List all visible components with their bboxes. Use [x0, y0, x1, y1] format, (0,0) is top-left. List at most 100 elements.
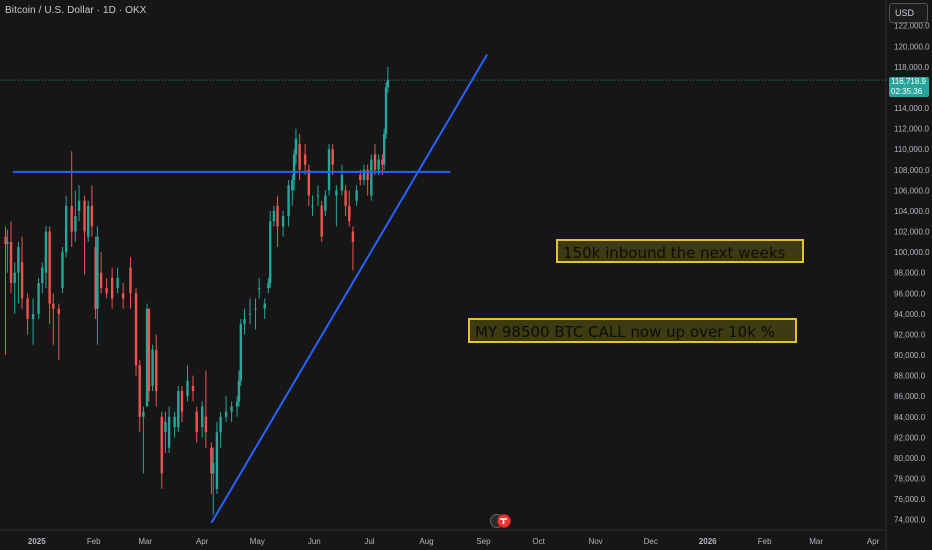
y-tick-label: 100,000.0 [894, 248, 930, 257]
x-tick-label: Oct [532, 537, 545, 546]
x-tick-label: 2026 [699, 537, 717, 546]
candle-body [129, 267, 132, 294]
candle-body [9, 241, 13, 284]
candle-body [287, 185, 290, 217]
candle-body [57, 308, 61, 314]
candle-body [99, 272, 103, 289]
x-tick-label: Apr [196, 537, 209, 546]
y-tick-label: 102,000.0 [894, 228, 930, 237]
x-tick-label: Mar [809, 537, 823, 546]
candle-body [331, 149, 334, 165]
symbol-title: Bitcoin / U.S. Dollar · 1D · OKX [5, 5, 147, 16]
candle-body [212, 463, 215, 474]
candle-body [151, 349, 154, 386]
tradingview-logo-icon[interactable] [489, 513, 513, 529]
candle-body [37, 283, 40, 314]
y-tick-label: 108,000.0 [894, 166, 930, 175]
y-tick-label: 122,000.0 [894, 22, 930, 31]
candle-body [366, 169, 369, 181]
candle-body [359, 174, 362, 181]
x-tick-label: 2025 [28, 537, 46, 546]
candle-body [64, 205, 68, 253]
y-tick-label: 82,000.0 [894, 433, 926, 442]
candle-body [204, 416, 208, 433]
candle-body [235, 401, 239, 407]
candle-body [134, 293, 138, 366]
candle-body [160, 416, 163, 474]
candle-body [147, 308, 151, 392]
candle-body [116, 277, 119, 289]
candle-body [351, 231, 355, 242]
candle-body [195, 411, 198, 433]
candle-body [219, 416, 222, 433]
candle-body [177, 391, 180, 428]
candle-body [370, 159, 373, 196]
candle-body [224, 411, 228, 417]
candle-body [138, 365, 141, 417]
candle-body [90, 205, 94, 227]
x-tick-label: Aug [419, 537, 433, 546]
y-tick-label: 88,000.0 [894, 372, 926, 381]
y-tick-label: 76,000.0 [894, 495, 926, 504]
candle-body [294, 138, 298, 155]
candle-body [121, 293, 125, 299]
candle-body [239, 324, 243, 381]
candle-body [17, 246, 20, 273]
candle-body [243, 319, 246, 325]
candle-body [105, 288, 108, 294]
x-tick-label: Mar [138, 537, 152, 546]
candle-body [373, 154, 377, 170]
currency-button[interactable]: USD [889, 3, 928, 23]
candle-body [20, 262, 24, 299]
candle-body [344, 190, 347, 206]
y-tick-label: 106,000.0 [894, 186, 930, 195]
candle-body [52, 303, 55, 309]
annotation-note-call[interactable]: MY 98500 BTC CALL now up over 10k % [468, 318, 797, 343]
candle-body [230, 406, 233, 412]
x-tick-label: Nov [588, 537, 602, 546]
y-tick-label: 104,000.0 [894, 207, 930, 216]
candle-body [83, 200, 86, 232]
x-tick-label: Feb [758, 537, 772, 546]
candle-body [248, 313, 252, 315]
annotation-note-150k[interactable]: 150k inbound the next weeks [556, 239, 804, 263]
candle-body [281, 216, 285, 227]
candle-body [41, 267, 44, 284]
y-tick-label: 74,000.0 [894, 516, 926, 525]
y-tick-label: 120,000.0 [894, 42, 930, 51]
candle-body [327, 149, 331, 191]
candle-body [94, 246, 97, 309]
candle-body [320, 205, 323, 237]
candle-body [155, 349, 158, 392]
candle-body [272, 210, 276, 222]
candle-body [48, 231, 51, 304]
candle-body [6, 241, 9, 244]
candle-body [186, 380, 189, 397]
candle-body [61, 252, 64, 289]
candle-body [362, 169, 366, 181]
x-tick-label: Jun [308, 537, 321, 546]
candle-body [254, 308, 257, 310]
candle-body [311, 205, 314, 207]
candle-body [210, 447, 213, 474]
candle-body [269, 221, 272, 284]
candle-body [142, 411, 145, 417]
rising-trendline [210, 54, 488, 524]
candle-body [96, 236, 99, 309]
candle-body [44, 231, 48, 273]
candle-body [355, 190, 358, 201]
y-tick-label: 110,000.0 [894, 145, 930, 154]
candle-body [335, 190, 338, 196]
candle-body [13, 272, 16, 284]
y-tick-label: 94,000.0 [894, 310, 926, 319]
last-price-value: 116,718.9 [891, 77, 926, 86]
x-tick-label: Dec [644, 537, 658, 546]
y-tick-label: 84,000.0 [894, 413, 926, 422]
candle-body [276, 205, 279, 227]
candle-body [267, 283, 270, 289]
candle-body [237, 380, 241, 402]
candle-body [145, 308, 149, 407]
y-tick-label: 118,000.0 [894, 63, 930, 72]
candle-body [386, 80, 390, 88]
